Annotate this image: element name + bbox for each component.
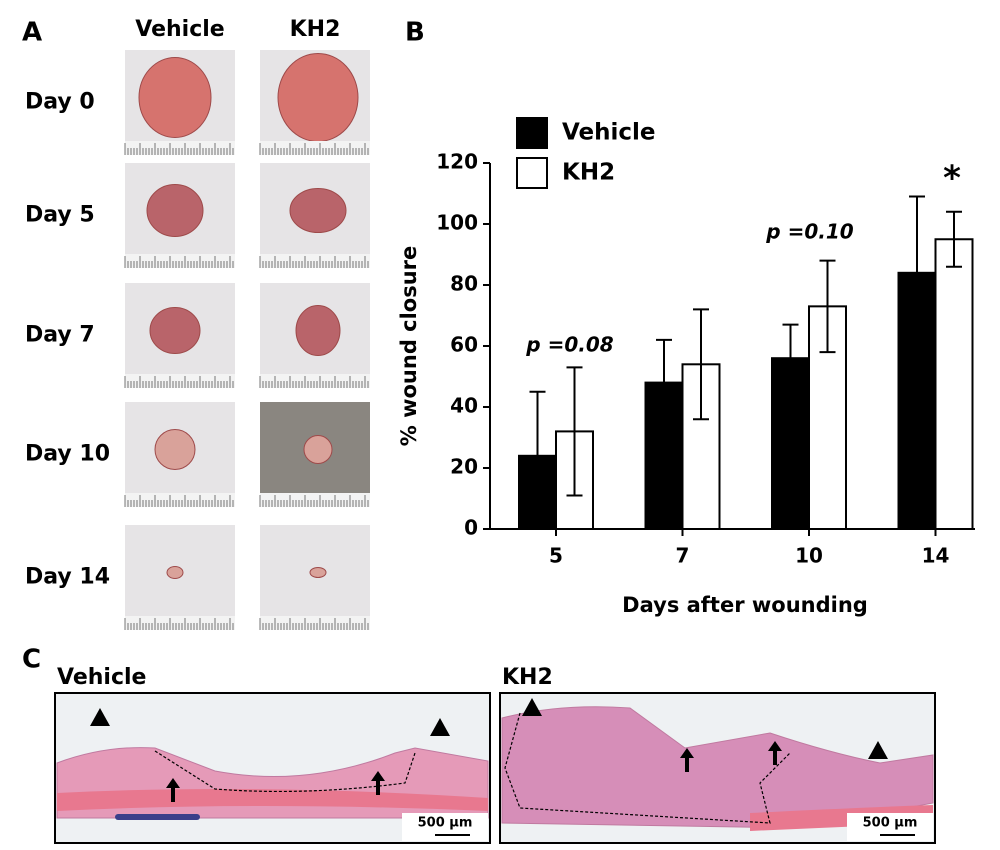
scale-bar-label: 500 μm (863, 816, 918, 831)
x-axis-label: Days after wounding (622, 593, 868, 617)
row-label: Day 0 (25, 90, 95, 115)
wound (309, 567, 327, 578)
arrowhead (430, 718, 450, 736)
ruler (125, 616, 235, 630)
wound-photo (124, 402, 235, 507)
scale-box (847, 813, 933, 841)
ruler (260, 141, 370, 155)
section-title: KH2 (502, 665, 553, 690)
ruler (125, 374, 235, 388)
wound (289, 188, 347, 233)
y-tick-label: 100 (436, 211, 478, 235)
ruler (125, 254, 235, 268)
wound (303, 435, 333, 464)
wound-photo (259, 163, 370, 268)
arrow (680, 748, 694, 772)
wound (154, 429, 196, 470)
row-label: Day 14 (25, 565, 110, 590)
stain-artifact (115, 814, 200, 820)
x-tick-label: 10 (795, 544, 823, 568)
arrow (371, 771, 385, 795)
wound-outline (154, 750, 416, 793)
error-bar (566, 366, 583, 497)
error-bar (946, 210, 962, 268)
arrow (166, 778, 180, 802)
legend-swatch (516, 117, 548, 149)
wound-outline (504, 712, 791, 824)
ruler (260, 254, 370, 268)
row-label: Day 5 (25, 203, 95, 228)
scale-box (402, 813, 488, 841)
wound (138, 57, 212, 138)
wound-photo (259, 402, 370, 507)
arrowhead (90, 708, 110, 726)
ruler (260, 374, 370, 388)
wound-photo (124, 163, 235, 268)
legend-label: Vehicle (562, 120, 656, 146)
arrow (768, 741, 782, 765)
ruler (260, 493, 370, 507)
legend-swatch (516, 157, 548, 189)
section-title: Vehicle (57, 665, 146, 690)
scale-bar-label: 500 μm (418, 816, 473, 831)
y-tick-label: 60 (450, 333, 478, 357)
x-tick-label: 7 (676, 544, 690, 568)
arrowhead (522, 698, 542, 716)
tissue (501, 706, 934, 829)
error-bar (782, 323, 799, 393)
error-bar (529, 390, 546, 521)
y-tick-label: 80 (450, 272, 478, 296)
ruler (260, 616, 370, 630)
y-axis-label: % wound closure (397, 246, 421, 447)
annotation: * (943, 159, 961, 199)
wound (166, 566, 184, 579)
annotation: p =0.08 (525, 333, 613, 357)
bar (934, 238, 974, 530)
bar (808, 305, 847, 530)
panel-label: B (405, 18, 425, 48)
row-label: Day 7 (25, 323, 95, 348)
histology-image: 500 μm (499, 692, 936, 844)
arrowhead (868, 741, 888, 759)
wound (295, 305, 341, 356)
wound (149, 307, 201, 354)
ruler (125, 141, 235, 155)
wound-photo (259, 525, 370, 630)
column-header: Vehicle (135, 17, 224, 42)
wound-photo (124, 50, 235, 155)
y-tick-label: 20 (450, 455, 478, 479)
muscle-band (57, 789, 488, 811)
error-bar (693, 308, 709, 421)
error-bar (909, 195, 925, 351)
panel-label: C (22, 645, 41, 675)
wound-photo (124, 525, 235, 630)
wound (277, 53, 359, 142)
wound (146, 184, 204, 237)
legend-label: KH2 (562, 160, 615, 186)
error-bar (819, 259, 836, 354)
y-tick-label: 120 (436, 150, 478, 174)
wound-photo (259, 283, 370, 388)
column-header: KH2 (290, 17, 341, 42)
wound-photo (259, 50, 370, 155)
ruler (125, 493, 235, 507)
row-label: Day 10 (25, 442, 110, 467)
histology-image: 500 μm (54, 692, 491, 844)
annotation: p =0.10 (765, 220, 853, 244)
panel-label: A (22, 18, 42, 48)
error-bar (656, 338, 672, 427)
x-tick-label: 5 (549, 544, 563, 568)
y-tick-label: 0 (464, 516, 478, 540)
wound-photo (124, 283, 235, 388)
y-tick-label: 40 (450, 394, 478, 418)
x-tick-label: 14 (922, 544, 950, 568)
